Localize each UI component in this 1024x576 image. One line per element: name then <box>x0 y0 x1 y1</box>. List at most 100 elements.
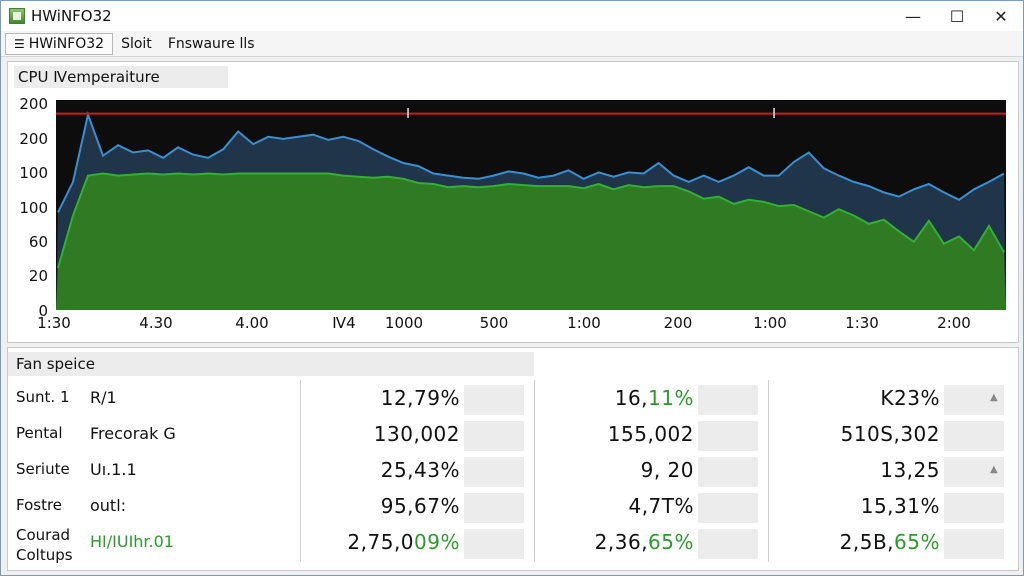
window-controls: — ☐ ✕ <box>891 1 1023 31</box>
fan-row-sensor: HI/IUIhr.01 <box>90 532 174 551</box>
fan-row: Courad Coltups HI/IUIhr.01 2,75,009% 2,36,65… <box>8 526 1018 564</box>
value-cell-background <box>944 385 1004 415</box>
fan-value-text: 12,79% <box>380 386 460 410</box>
fan-value: 12,79% <box>381 386 460 410</box>
fan-row: Fostre outl: 95,67% 4,7T% 15,31% <box>8 490 1018 526</box>
fan-value-text: 15,31% <box>860 494 940 518</box>
fan-value-text: 13,25 <box>880 458 940 482</box>
fan-value: 9, 20 <box>641 458 694 482</box>
fan-value: 16,11% <box>615 386 694 410</box>
value-cell-background <box>464 493 524 523</box>
x-tick-label: 200 <box>664 314 693 332</box>
fan-value-text: 2,36, <box>594 530 649 554</box>
cpu-temperature-panel: CPU Ⅳemperaiture I I 200 200 100 100 60 20 0 1:30… <box>7 61 1019 343</box>
value-cell-background <box>464 529 524 559</box>
value-cell-background <box>698 457 758 487</box>
y-tick-label: 100 <box>19 199 48 217</box>
fan-value-highlight: 65% <box>648 530 694 554</box>
chart-marker: I <box>772 107 776 122</box>
column-separator <box>768 380 769 562</box>
spinner-icon[interactable]: ▲ <box>990 464 998 475</box>
chart-marker: I <box>406 107 410 122</box>
x-tick-label: 500 <box>480 314 509 332</box>
fan-value-text: 25,43% <box>380 458 460 482</box>
series-area <box>56 173 1006 310</box>
y-tick-label: 100 <box>19 164 48 182</box>
x-tick-label: 1:30 <box>37 314 71 332</box>
fan-value: 15,31% <box>861 494 940 518</box>
x-tick-label: 1:00 <box>753 314 787 332</box>
fan-row-label: Sunt. 1 <box>16 388 70 406</box>
value-cell-background <box>944 457 1004 487</box>
fan-row-label: Fostre <box>16 496 63 514</box>
fan-panel-title: Fan speice <box>8 352 534 376</box>
menu-item-label: HWiNFO32 <box>28 35 105 52</box>
fan-row-label-second: Coltups <box>16 546 73 564</box>
fan-row-sensor: outl: <box>90 496 127 515</box>
fan-value-text: 2,5B, <box>839 530 895 554</box>
series-line <box>57 172 1005 269</box>
x-tick-label: Ⅳ4 <box>332 314 355 332</box>
x-tick-label: 2:00 <box>937 314 971 332</box>
y-tick-label: 0 <box>38 302 48 320</box>
fan-value-text: K23% <box>880 386 940 410</box>
fan-value-text: 155,002 <box>607 422 694 446</box>
x-tick-label: 4.00 <box>235 314 268 332</box>
value-cell-background <box>464 457 524 487</box>
menu-item-fnswaure[interactable]: Fnswaure lls <box>167 35 255 52</box>
column-separator <box>300 380 301 562</box>
list-icon: ☰ <box>14 36 25 51</box>
fan-speed-panel: Fan speice Sunt. 1 R/1 12,79% 16,11% K23% ▲ Pe… <box>7 347 1019 571</box>
fan-value: 2,5B,65% <box>840 530 940 554</box>
fan-value: 510S,302 <box>841 422 940 446</box>
value-cell-background <box>698 385 758 415</box>
title-bar: HWiNFO32 — ☐ ✕ <box>1 1 1023 31</box>
x-tick-label: 1:00 <box>567 314 601 332</box>
x-tick-label: 4.30 <box>139 314 172 332</box>
fan-value-text: 510S,302 <box>840 422 940 446</box>
value-cell-background <box>698 529 758 559</box>
fan-value: 95,67% <box>381 494 460 518</box>
fan-value: 13,25 <box>880 458 940 482</box>
y-tick-label: 20 <box>29 267 48 285</box>
fan-row-sensor: Frecorak G <box>90 424 176 443</box>
menu-bar: ☰ HWiNFO32 Sloit Fnswaure lls <box>1 31 1023 57</box>
spinner-icon[interactable]: ▲ <box>990 392 998 403</box>
chart-panel-title: CPU Ⅳemperaiture <box>14 66 228 88</box>
menu-item-sloit[interactable]: Sloit <box>121 35 152 52</box>
value-cell-background <box>464 385 524 415</box>
maximize-button[interactable]: ☐ <box>949 6 965 26</box>
fan-row: Pental Frecorak G 130,002 155,002 510S,302 <box>8 418 1018 454</box>
fan-value: 2,36,65% <box>595 530 694 554</box>
value-cell-background <box>944 421 1004 451</box>
value-cell-background <box>944 493 1004 523</box>
fan-row-label: Seriute <box>16 460 70 478</box>
fan-value-highlight: 09% <box>414 530 460 554</box>
fan-row: Sunt. 1 R/1 12,79% 16,11% K23% ▲ <box>8 382 1018 418</box>
menu-item-hwinfo[interactable]: ☰ HWiNFO32 <box>5 32 114 55</box>
fan-value-text: 16, <box>614 386 649 410</box>
fan-value-text: 95,67% <box>380 494 460 518</box>
fan-row-sensor: Uı.1.1 <box>90 460 137 479</box>
close-button[interactable]: ✕ <box>994 6 1008 26</box>
window-title: HWiNFO32 <box>31 7 112 25</box>
fan-value-highlight: 65% <box>894 530 940 554</box>
x-tick-label: 1000 <box>385 314 423 332</box>
y-tick-label: 200 <box>19 95 48 113</box>
value-cell-background <box>698 421 758 451</box>
fan-value: 155,002 <box>608 422 694 446</box>
fan-row: Seriute Uı.1.1 25,43% 9, 20 13,25 ▲ <box>8 454 1018 490</box>
fan-value: 130,002 <box>374 422 460 446</box>
fan-row-label: Courad <box>16 526 71 544</box>
minimize-button[interactable]: — <box>905 6 921 26</box>
fan-value: 2,75,009% <box>347 530 460 554</box>
value-cell-background <box>464 421 524 451</box>
fan-value: 25,43% <box>381 458 460 482</box>
fan-value-text: 2,75,0 <box>347 530 415 554</box>
fan-value: K23% <box>880 386 940 410</box>
value-cell-background <box>698 493 758 523</box>
fan-value-text: 4,7T% <box>628 494 694 518</box>
app-icon <box>9 8 25 24</box>
